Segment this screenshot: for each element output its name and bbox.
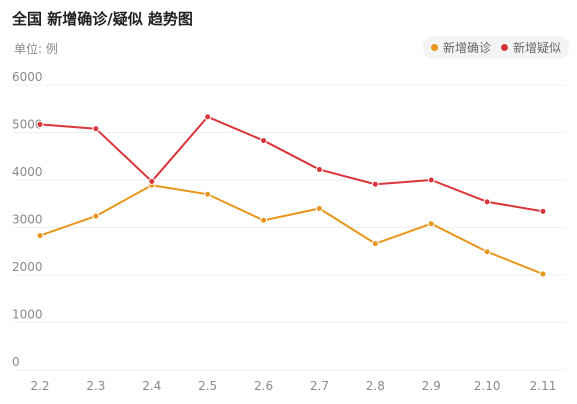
legend-label-confirmed: 新增确诊	[442, 41, 491, 55]
series-lines	[39, 115, 544, 275]
data-point-confirmed[interactable]	[204, 190, 212, 198]
legend: 新增确诊 新增疑似	[422, 36, 569, 59]
data-point-confirmed[interactable]	[260, 216, 268, 224]
data-point-suspected[interactable]	[260, 137, 268, 145]
y-tick-label: 6000	[12, 70, 43, 84]
x-tick-label: 2.4	[142, 379, 161, 393]
y-tick-label: 0	[12, 355, 20, 369]
chart-title: 全国 新增确诊/疑似 趋势图	[12, 10, 193, 28]
y-axis: 0 1000 2000 3000 4000 5000 6000	[12, 70, 43, 369]
data-point-confirmed[interactable]	[315, 205, 323, 212]
x-tick-label: 2.10	[474, 379, 501, 393]
data-point-suspected[interactable]	[427, 176, 435, 184]
data-point-suspected[interactable]	[204, 113, 212, 121]
y-tick-label: 4000	[12, 165, 43, 179]
x-tick-label: 2.6	[254, 379, 273, 393]
data-point-confirmed[interactable]	[483, 248, 491, 256]
y-tick-label: 5000	[12, 118, 43, 132]
data-point-suspected[interactable]	[539, 207, 547, 215]
series-points	[36, 113, 547, 278]
legend-label-suspected: 新增疑似	[512, 41, 561, 55]
data-point-confirmed[interactable]	[539, 270, 547, 278]
data-point-confirmed[interactable]	[92, 212, 100, 220]
grid-lines	[14, 84, 566, 371]
x-tick-label: 2.5	[198, 379, 217, 393]
unit-label: 单位: 例	[14, 42, 58, 56]
data-point-confirmed[interactable]	[371, 240, 379, 248]
x-tick-label: 2.3	[86, 379, 105, 393]
data-point-suspected[interactable]	[315, 166, 323, 174]
data-point-suspected[interactable]	[483, 198, 491, 206]
x-axis: 2.2 2.3 2.4 2.5 2.6 2.7 2.8 2.9 2.10 2.11	[30, 379, 556, 393]
legend-item-suspected[interactable]: 新增疑似	[500, 39, 561, 56]
data-point-confirmed[interactable]	[36, 232, 44, 240]
x-tick-label: 2.9	[422, 379, 441, 393]
data-point-suspected[interactable]	[148, 177, 156, 185]
legend-item-confirmed[interactable]: 新增确诊	[430, 39, 491, 56]
legend-marker-confirmed	[430, 44, 438, 51]
y-tick-label: 2000	[12, 260, 43, 274]
x-tick-label: 2.8	[366, 379, 385, 393]
data-point-confirmed[interactable]	[427, 220, 435, 228]
y-tick-label: 1000	[12, 308, 43, 322]
x-tick-label: 2.7	[310, 379, 329, 393]
series-line-suspected	[39, 115, 544, 213]
data-point-suspected[interactable]	[92, 125, 100, 133]
x-tick-label: 2.2	[30, 379, 49, 393]
legend-marker-suspected	[500, 44, 508, 51]
x-tick-label: 2.11	[530, 379, 557, 393]
data-point-suspected[interactable]	[371, 180, 379, 188]
series-line-confirmed	[39, 184, 544, 275]
data-point-suspected[interactable]	[36, 120, 44, 128]
y-tick-label: 3000	[12, 213, 43, 227]
